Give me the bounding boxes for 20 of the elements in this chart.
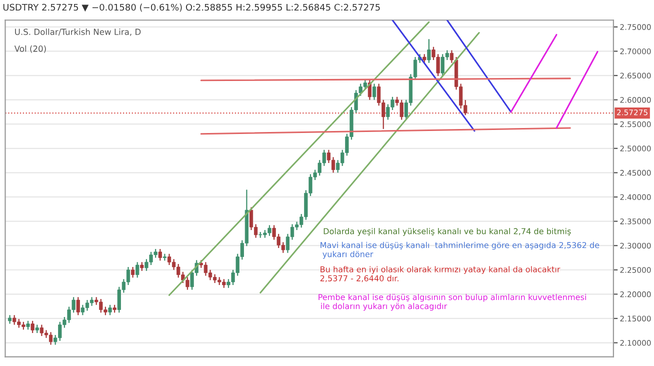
annotation: Bu hafta en iyi olasık olarak kırmızı yatay kanal da olacaktır 2,5377 - 2,6440 dır. (320, 266, 560, 282)
candlestick (48, 332, 53, 346)
candlestick (427, 38, 431, 64)
candlestick (331, 156, 336, 174)
candlestick (130, 266, 135, 278)
candlestick (372, 83, 376, 100)
annotation: Dolarda yeşil kanal yükseliş kanalı ve bu kanal 2,74 de bitmiş (324, 228, 571, 236)
text: U.S. Dollar/Turkish New Lira, D (15, 28, 141, 36)
candlestick (249, 206, 254, 231)
candlestick (158, 248, 162, 262)
candlestick (85, 299, 90, 312)
annotation: Vol (20) (14, 45, 46, 53)
candlestick (30, 320, 34, 334)
chart-title: USDTRY 2.57275 ▼ −0.01580 (−0.61%) O:2.58855 H:2.59955 L:2.56845 C:2.57275 (3, 4, 380, 12)
candlestick (108, 304, 112, 316)
candlestick (76, 296, 80, 316)
annotation: Mavi kanal ise düşüş kanalı tahminlerime göre en aşagıda 2,5362 de yukarı döner (320, 242, 600, 259)
candlestick (136, 262, 140, 278)
annotation: Pembe kanal ise düşüş algısının son bulup alımların kuvvetlenmesi ile doların yukarı yön alacagıdır (318, 294, 586, 311)
candlestick (167, 253, 172, 266)
